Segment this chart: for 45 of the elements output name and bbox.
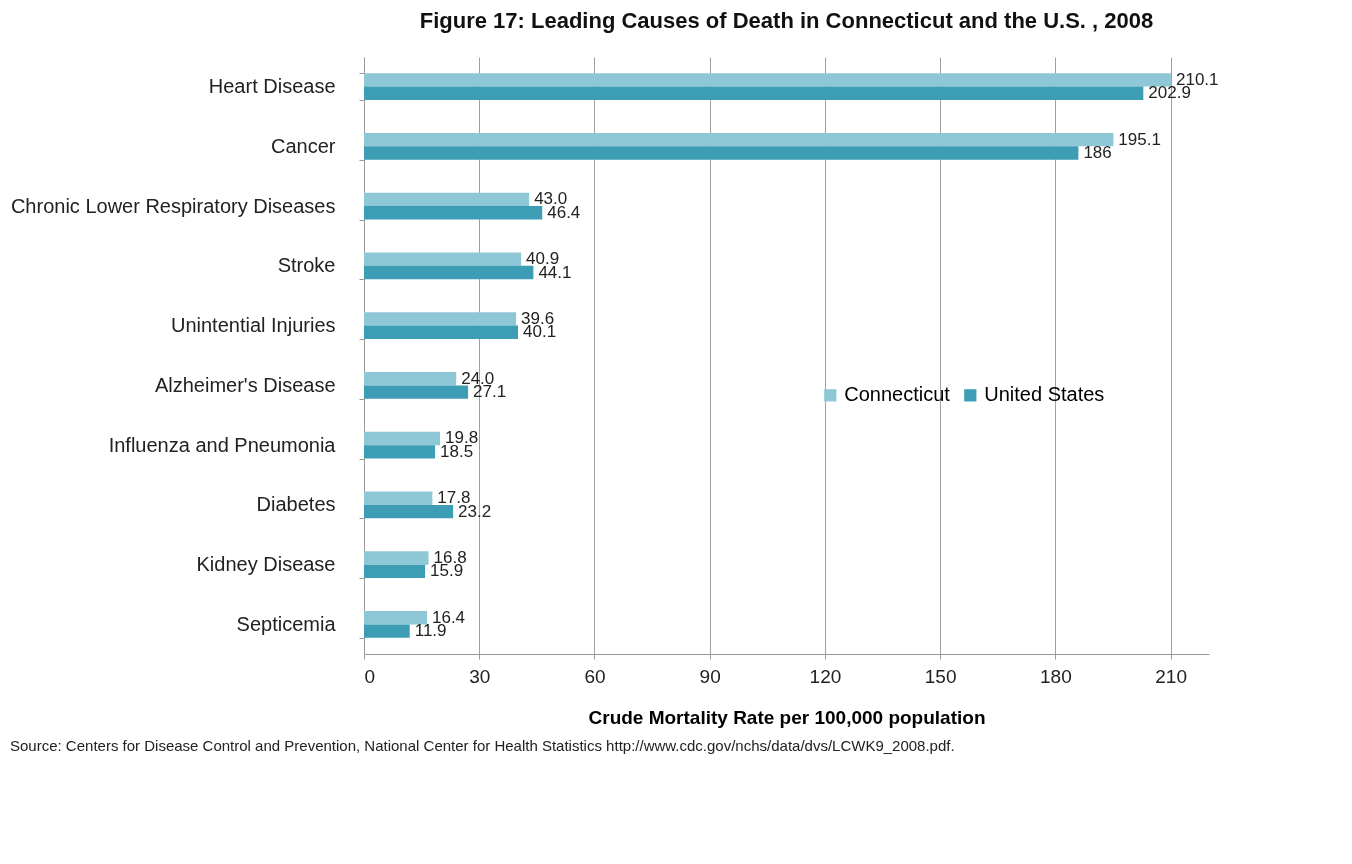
y-tick-label: Kidney Disease [196,553,336,576]
x-tick-label: 30 [469,665,491,687]
y-tick-label: Septicemia [236,612,337,635]
bar [364,252,522,266]
bar [364,385,469,399]
bar [364,504,454,519]
x-tick-label: 210 [1155,665,1187,687]
bar [364,192,530,207]
x-tick-label: 0 [364,665,376,687]
y-tick-label: Heart Disease [208,75,336,98]
bar [364,624,410,638]
y-tick-label: Cancer [271,134,336,157]
bar [364,371,457,386]
data-label: 186 [1083,143,1112,163]
bar [364,86,1144,101]
x-tick-label: 150 [924,665,957,687]
y-tick-label: Stroke [277,254,336,277]
bar [364,73,1171,87]
source-note: Source: Centers for Disease Control and Prevention, National Center for Health Statistics http://www.cdc.gov/nchs/data/dvs/LCWK9_2008.pdf. [10,737,956,754]
bar [364,265,534,280]
y-tick-label: Alzheimer's Disease [154,373,336,396]
bar [364,132,1114,147]
bar [364,445,436,459]
bar [364,551,429,565]
x-tick-label: 180 [1040,665,1072,687]
bar [364,146,1079,160]
x-tick-label: 60 [584,665,606,687]
bar [364,431,441,446]
bar [364,312,517,326]
bar [364,325,519,340]
bar [364,564,426,579]
x-tick-label: 120 [809,665,842,687]
bar [364,610,427,625]
legend-label: United States [984,383,1105,406]
y-tick-label: Chronic Lower Respiratory Diseases [10,194,336,217]
y-tick-label: Influenza and Pneumonia [108,433,337,456]
x-tick-label: 90 [699,665,721,687]
bar [364,491,433,505]
bar [364,206,543,220]
y-tick-label: Diabetes [256,493,336,516]
data-label: 195.1 [1118,129,1161,149]
y-tick-label: Unintential Injuries [170,314,336,337]
x-axis-title: Crude Mortality Rate per 100,000 population [588,706,986,728]
legend-label: Connecticut [844,383,951,406]
chart-title: Figure 17: Leading Causes of Death in Connecticut and the U.S. , 2008 [419,8,1154,33]
